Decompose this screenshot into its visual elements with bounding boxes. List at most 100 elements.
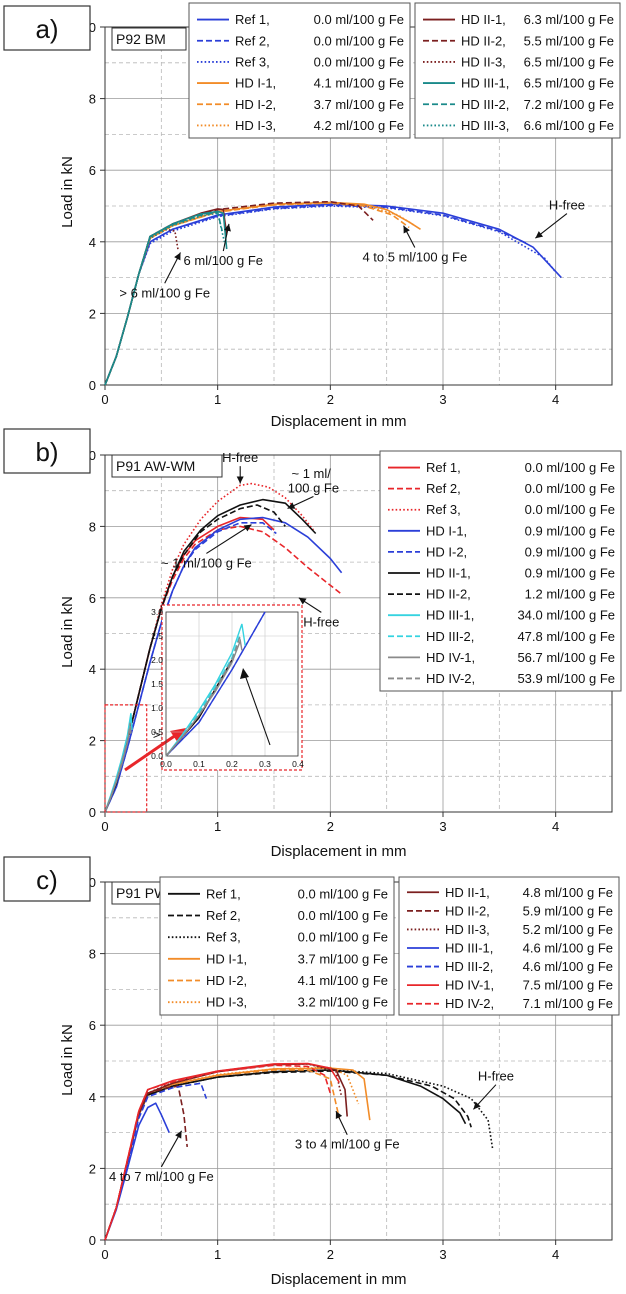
legend-entry-value: 0.0 ml/100 g Fe <box>298 886 388 901</box>
annotation-label: ~ 1 ml/ <box>291 466 331 481</box>
y-tick-label: 6 <box>89 163 96 178</box>
panel-label: c) <box>36 865 58 895</box>
annotation-arrowhead <box>403 225 410 234</box>
legend-box <box>414 2 621 139</box>
series-line-ref-2 <box>104 1070 472 1241</box>
chart-title: P92 BM <box>116 31 166 47</box>
legend-entry-name: HD II-1, <box>461 12 506 27</box>
inset-series-line <box>165 635 241 757</box>
inset-plot-frame <box>165 611 299 757</box>
annotation-arrowhead <box>236 476 244 484</box>
annotations: H-free 3 to 4 ml/100 g Fe 4 to 7 ml/100 g … <box>109 1069 514 1184</box>
legend-entry-value: 7.1 ml/100 g Fe <box>523 996 613 1011</box>
panel-label: b) <box>35 437 58 467</box>
legend-entry-name: HD I-3, <box>235 118 276 133</box>
legend-entry-value: 0.9 ml/100 g Fe <box>525 566 615 581</box>
y-tick-label: 4 <box>89 1090 96 1105</box>
chart-title-box <box>111 27 187 51</box>
series-line-hd-iv-2 <box>104 1064 332 1241</box>
series-line-hd-i-2 <box>104 522 277 813</box>
legend-entry-value: 56.7 ml/100 g Fe <box>517 650 615 665</box>
legend-entry-name: HD II-2, <box>426 587 471 602</box>
legend-entry-value: 0.9 ml/100 g Fe <box>525 523 615 538</box>
legend-entry-value: 5.9 ml/100 g Fe <box>523 903 613 918</box>
legend-entry-name: Ref 3, <box>426 502 461 517</box>
legend-entry-value: 4.8 ml/100 g Fe <box>523 885 613 900</box>
annotation-arrowhead <box>535 231 544 239</box>
y-axis-label: Load in kN <box>59 156 76 228</box>
inset-x-tick-label: 0.0 <box>160 759 172 769</box>
y-tick-label: 2 <box>89 734 96 749</box>
legend-entry-value: 0.0 ml/100 g Fe <box>525 460 615 475</box>
legend: Ref 1, 0.0 ml/100 g Fe Ref 2, 0.0 ml/100 g … <box>188 2 411 139</box>
annotation-arrowhead <box>473 1101 481 1110</box>
x-axis-label: Displacement in mm <box>271 413 407 430</box>
series-line-hd-iv-1 <box>104 1062 340 1241</box>
chart-title-box <box>111 454 223 478</box>
series-line-ref-1 <box>104 1069 467 1241</box>
legend-entry-value: 3.7 ml/100 g Fe <box>298 951 388 966</box>
y-tick-label: 4 <box>89 662 96 677</box>
legend-entry-name: HD I-2, <box>426 544 467 559</box>
inset-chart: 0.0 0.1 0.2 0.3 0.4 0.0 0.5 1.0 1.5 2.0 2.5 3.0 <box>104 604 304 813</box>
inset-x-tick-label: 0.2 <box>226 759 238 769</box>
inset-x-tick-label: 0.1 <box>193 759 205 769</box>
legend-entry-value: 6.3 ml/100 g Fe <box>524 12 614 27</box>
legend-entry-value: 0.0 ml/100 g Fe <box>314 12 404 27</box>
zoom-region-marker <box>104 704 148 813</box>
annotation-label: 100 g Fe <box>288 480 339 495</box>
legend-box <box>398 876 620 1016</box>
legend-entry-value: 4.1 ml/100 g Fe <box>314 76 404 91</box>
inset-series-line <box>165 638 243 757</box>
inset-y-tick-label: 0.0 <box>151 751 163 761</box>
series-line-hd-iii-1 <box>104 713 133 813</box>
legend: Ref 1, 0.0 ml/100 g Fe Ref 2, 0.0 ml/100 g … <box>379 450 622 692</box>
annotation-label: 4 to 5 ml/100 g Fe <box>362 249 467 264</box>
y-tick-label: 8 <box>89 947 96 962</box>
legend-entry-name: HD IV-1, <box>426 650 475 665</box>
legend-entry-name: Ref 3, <box>206 930 241 945</box>
y-tick-label: 2 <box>89 306 96 321</box>
legend-entry-name: Ref 2, <box>206 908 241 923</box>
legend-entry-name: HD IV-2, <box>445 996 494 1011</box>
legend-entry-value: 1.2 ml/100 g Fe <box>525 587 615 602</box>
x-tick-label: 0 <box>101 392 108 407</box>
annotations: H-free 4 to 5 ml/100 g Fe 6 ml/100 g Fe > 6… <box>119 198 585 301</box>
legend-entry-name: Ref 2, <box>235 33 270 48</box>
legend-entry-name: HD III-3, <box>461 118 509 133</box>
series-line-hd-i-2 <box>104 1069 341 1241</box>
legend-entry-value: 0.0 ml/100 g Fe <box>314 54 404 69</box>
y-tick-label: 6 <box>89 1018 96 1033</box>
y-axis-label: Load in kN <box>59 596 76 668</box>
inset-y-tick-label: 3.0 <box>151 607 163 617</box>
legend-entry-value: 4.2 ml/100 g Fe <box>314 118 404 133</box>
annotation-arrowhead <box>175 1130 182 1139</box>
legend-entry-name: HD II-3, <box>461 54 506 69</box>
annotation-arrowhead <box>224 223 231 232</box>
x-tick-label: 0 <box>101 1247 108 1262</box>
legend-entry-name: HD I-3, <box>206 995 247 1010</box>
inset-y-tick-label: 0.5 <box>151 727 163 737</box>
series-line-hd-ii-3 <box>104 228 179 386</box>
legend-entry-value: 53.9 ml/100 g Fe <box>517 671 615 686</box>
legend-entry-value: 0.0 ml/100 g Fe <box>525 481 615 496</box>
x-tick-label: 1 <box>214 392 221 407</box>
x-tick-label: 2 <box>327 1247 334 1262</box>
annotation-label: 4 to 7 ml/100 g Fe <box>109 1169 214 1184</box>
legend-entry-value: 0.0 ml/100 g Fe <box>314 33 404 48</box>
x-tick-label: 4 <box>552 819 559 834</box>
inset-pointer-arrow <box>124 733 177 772</box>
inset-y-tick-label: 1.5 <box>151 679 163 689</box>
legend-entry-value: 34.0 ml/100 g Fe <box>517 608 615 623</box>
panel-label-box <box>3 856 91 902</box>
inset-annotation-arrowhead <box>240 668 249 679</box>
x-tick-label: 1 <box>214 1247 221 1262</box>
legend-entry-name: HD III-1, <box>445 941 493 956</box>
legend-entry-name: HD IV-1, <box>445 978 494 993</box>
legend-entry-value: 0.0 ml/100 g Fe <box>298 908 388 923</box>
x-tick-label: 0 <box>101 819 108 834</box>
legend-box <box>159 876 395 1016</box>
legend-entry-value: 4.6 ml/100 g Fe <box>523 941 613 956</box>
series-line-hd-iii-3 <box>104 212 226 386</box>
